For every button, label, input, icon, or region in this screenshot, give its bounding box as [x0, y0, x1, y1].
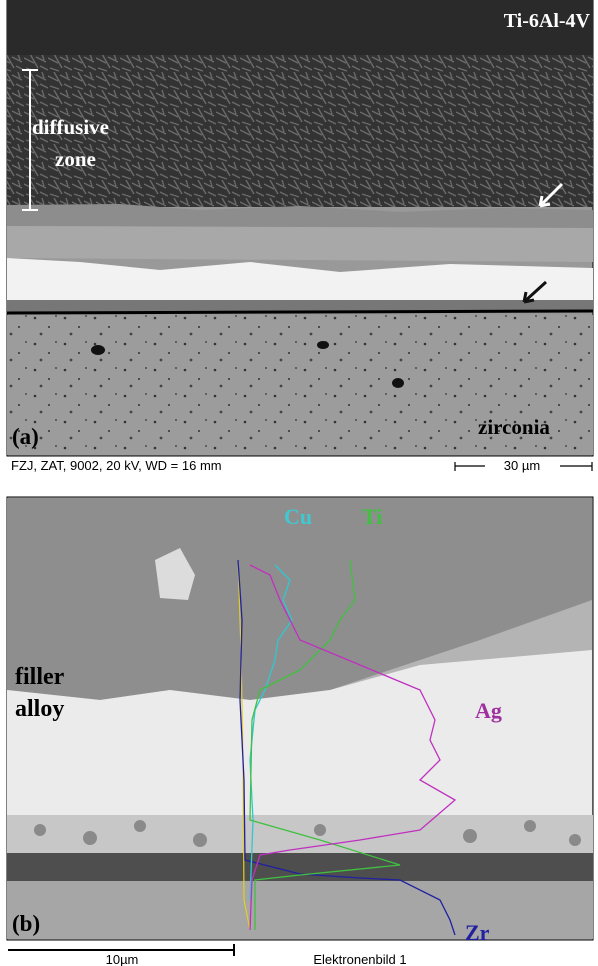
interface-line [7, 311, 593, 313]
scale-bar-label: 10µm [106, 952, 139, 966]
image-region [7, 226, 593, 262]
element-label: Ti [362, 504, 382, 529]
image-region [7, 881, 593, 939]
substrate-label: zirconia [478, 415, 550, 439]
panel-label: (a) [12, 424, 39, 449]
element-label: Zr [465, 920, 490, 945]
pore [392, 378, 404, 388]
element-label: Ag [475, 698, 502, 723]
pore [317, 341, 329, 349]
filler-label: filler [15, 664, 65, 690]
zone-label: zone [55, 147, 96, 171]
zone-label: diffusive [32, 115, 109, 139]
image-info: FZJ, ZAT, 9002, 20 kV, WD = 16 mm [11, 458, 222, 473]
panel-b: Cu Ti Ag Zr filler alloy (b) 10µm Elektr… [7, 497, 593, 966]
image-name: Elektronenbild 1 [313, 952, 406, 966]
scale-bar-label: 30 µm [504, 458, 540, 473]
pore [91, 345, 105, 355]
panel-label: (b) [12, 911, 40, 936]
figure: Ti-6Al-4V diffusive zone (a) zirconia FZ… [0, 0, 598, 966]
element-label: Cu [284, 504, 312, 529]
filler-label: alloy [15, 696, 64, 722]
image-region [7, 853, 593, 881]
material-label: Ti-6Al-4V [504, 10, 591, 32]
panel-a: Ti-6Al-4V diffusive zone (a) zirconia FZ… [7, 0, 593, 473]
page: {"panel_a": {"label": "(a)", "material":… [0, 0, 598, 966]
